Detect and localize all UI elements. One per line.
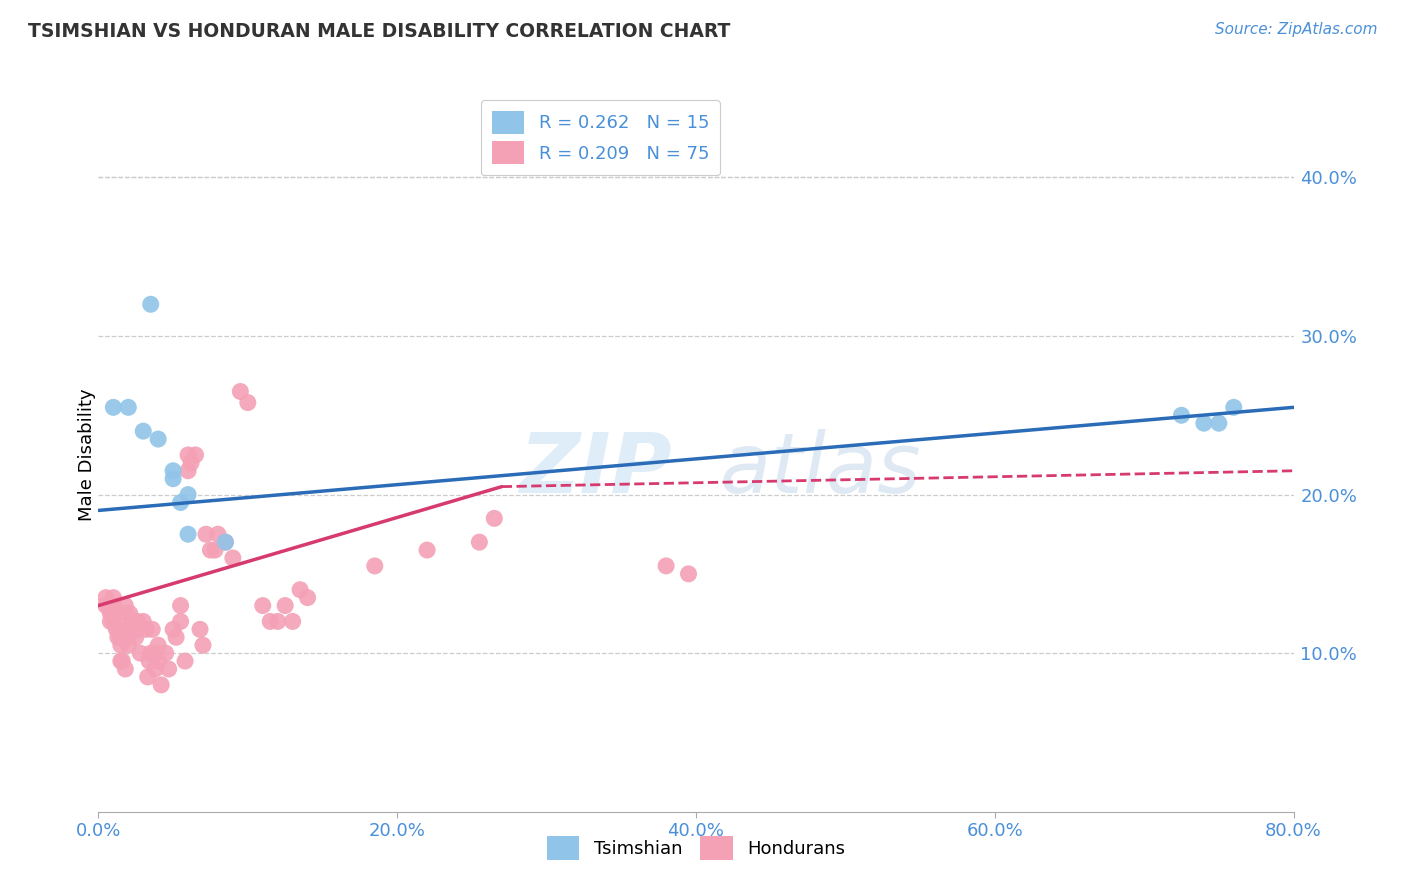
Point xyxy=(1208,416,1230,430)
Point xyxy=(127,615,149,629)
Point xyxy=(117,638,139,652)
Point xyxy=(136,670,159,684)
Point xyxy=(105,623,128,637)
Point xyxy=(165,630,187,644)
Point xyxy=(288,582,311,597)
Point xyxy=(110,630,132,644)
Point xyxy=(139,297,162,311)
Point xyxy=(115,623,138,637)
Point xyxy=(148,638,170,652)
Point xyxy=(94,591,117,605)
Point xyxy=(177,464,200,478)
Point xyxy=(177,487,200,501)
Point xyxy=(127,623,149,637)
Point xyxy=(484,511,506,525)
Point xyxy=(129,646,152,660)
Point xyxy=(162,623,184,637)
Point xyxy=(103,599,125,613)
Point xyxy=(416,543,439,558)
Point xyxy=(101,607,124,621)
Point xyxy=(169,495,191,509)
Point xyxy=(207,527,229,541)
Point xyxy=(259,615,281,629)
Point xyxy=(103,615,125,629)
Point xyxy=(94,599,117,613)
Point xyxy=(169,615,191,629)
Point xyxy=(678,566,700,581)
Point xyxy=(110,654,132,668)
Point xyxy=(103,401,125,415)
Point xyxy=(139,646,162,660)
Point xyxy=(114,599,136,613)
Y-axis label: Male Disability: Male Disability xyxy=(79,389,96,521)
Point xyxy=(150,678,173,692)
Point xyxy=(108,623,131,637)
Point xyxy=(655,558,678,573)
Text: TSIMSHIAN VS HONDURAN MALE DISABILITY CORRELATION CHART: TSIMSHIAN VS HONDURAN MALE DISABILITY CO… xyxy=(28,22,731,41)
Point xyxy=(100,615,122,629)
Point xyxy=(100,607,122,621)
Point xyxy=(468,535,491,549)
Point xyxy=(148,432,170,446)
Point xyxy=(177,448,200,462)
Point xyxy=(204,543,226,558)
Point xyxy=(135,623,157,637)
Point xyxy=(148,654,170,668)
Point xyxy=(143,646,166,660)
Point xyxy=(103,591,125,605)
Point xyxy=(1170,409,1192,423)
Point xyxy=(236,395,259,409)
Point xyxy=(105,607,128,621)
Point xyxy=(195,527,218,541)
Text: ZIP: ZIP xyxy=(519,429,672,509)
Point xyxy=(274,599,297,613)
Point xyxy=(120,615,142,629)
Point xyxy=(364,558,387,573)
Point xyxy=(132,424,155,438)
Point xyxy=(162,464,184,478)
Point xyxy=(125,630,148,644)
Point xyxy=(169,599,191,613)
Point xyxy=(114,662,136,676)
Point xyxy=(121,623,143,637)
Point xyxy=(177,527,200,541)
Point xyxy=(138,654,160,668)
Point xyxy=(111,654,134,668)
Point xyxy=(97,599,120,613)
Point xyxy=(110,638,132,652)
Point xyxy=(229,384,252,399)
Point xyxy=(267,615,290,629)
Text: Source: ZipAtlas.com: Source: ZipAtlas.com xyxy=(1215,22,1378,37)
Point xyxy=(118,607,141,621)
Point xyxy=(281,615,304,629)
Point xyxy=(157,662,180,676)
Point xyxy=(132,615,155,629)
Point xyxy=(214,535,236,549)
Point xyxy=(184,448,207,462)
Point xyxy=(200,543,222,558)
Point xyxy=(214,535,236,549)
Point xyxy=(117,630,139,644)
Text: atlas: atlas xyxy=(720,429,921,509)
Point xyxy=(222,551,245,566)
Point xyxy=(252,599,274,613)
Point xyxy=(117,401,139,415)
Point xyxy=(188,623,211,637)
Point xyxy=(141,623,163,637)
Point xyxy=(174,654,197,668)
Point xyxy=(162,472,184,486)
Point xyxy=(155,646,177,660)
Legend: Tsimshian, Hondurans: Tsimshian, Hondurans xyxy=(540,830,852,867)
Point xyxy=(180,456,202,470)
Point xyxy=(1223,401,1246,415)
Point xyxy=(191,638,214,652)
Point xyxy=(107,630,129,644)
Point xyxy=(143,662,166,676)
Point xyxy=(114,607,136,621)
Point xyxy=(1192,416,1215,430)
Point xyxy=(297,591,319,605)
